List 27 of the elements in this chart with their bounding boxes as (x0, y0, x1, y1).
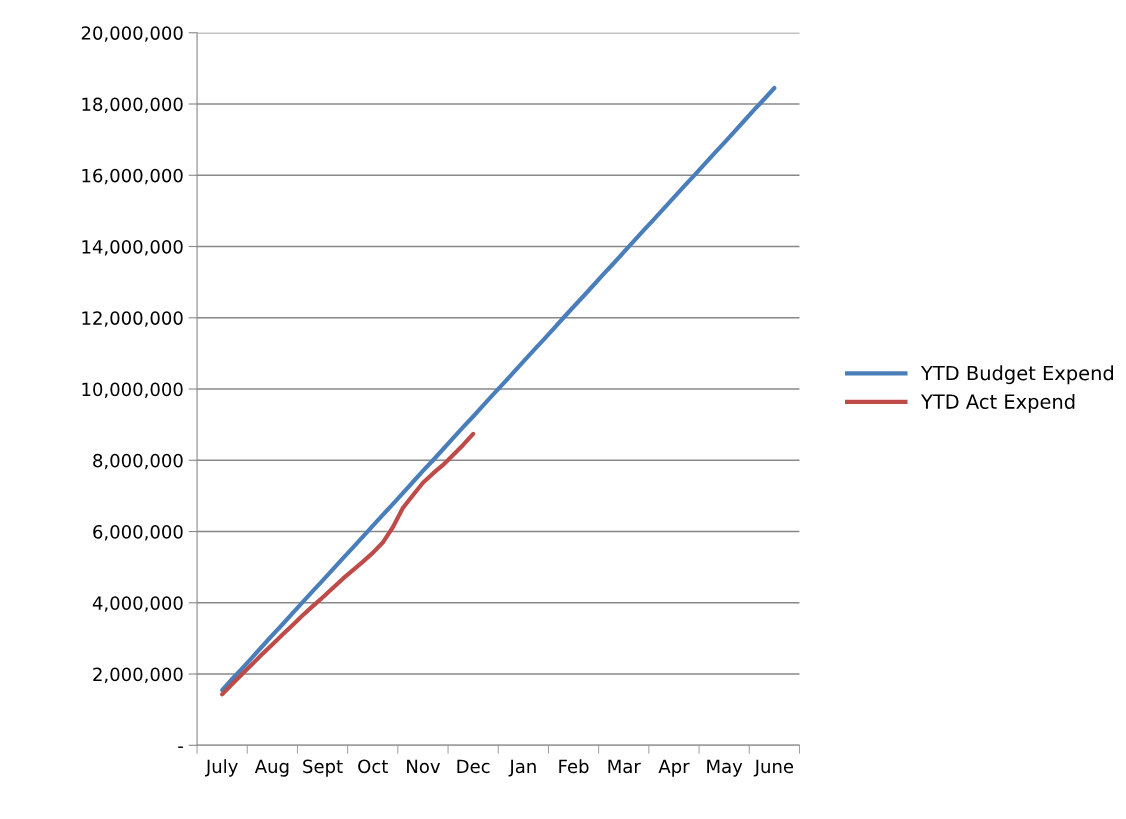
y-tick-label: 20,000,000 (81, 26, 183, 42)
line-series (220, 431, 476, 697)
y-tick-label: 6,000,000 (93, 524, 183, 541)
y-tick-label: 4,000,000 (92, 596, 183, 612)
x-tick-label: Jan (508, 759, 536, 777)
x-tick-label: Feb (559, 759, 589, 774)
x-tick-label: June (753, 759, 794, 777)
y-tick-label: 2,000,000 (93, 667, 183, 683)
legend-label: YTD Budget Expend (920, 365, 1113, 385)
y-tick-label: 8,000,000 (93, 453, 183, 470)
y-tick-label: - (178, 746, 183, 748)
line-series (220, 85, 777, 693)
y-tick-label: 10,000,000 (82, 382, 183, 398)
x-tick-label: July (204, 759, 238, 777)
x-tick-label: Apr (658, 759, 690, 777)
y-tick-label: 16,000,000 (82, 168, 183, 185)
y-tick-label: 14,000,000 (82, 239, 183, 256)
legend-label: YTD Act Expend (920, 393, 1075, 413)
x-tick-label: Aug (254, 759, 289, 777)
x-tick-label: Oct (358, 759, 388, 774)
x-tick-label: Dec (457, 759, 490, 774)
y-tick-label: 18,000,000 (82, 97, 183, 113)
x-tick-label: May (707, 759, 743, 777)
y-tick-label: 12,000,000 (82, 311, 183, 327)
x-tick-label: Mar (608, 759, 641, 774)
x-tick-label: Nov (407, 759, 441, 774)
x-tick-label: Sept (303, 759, 343, 777)
